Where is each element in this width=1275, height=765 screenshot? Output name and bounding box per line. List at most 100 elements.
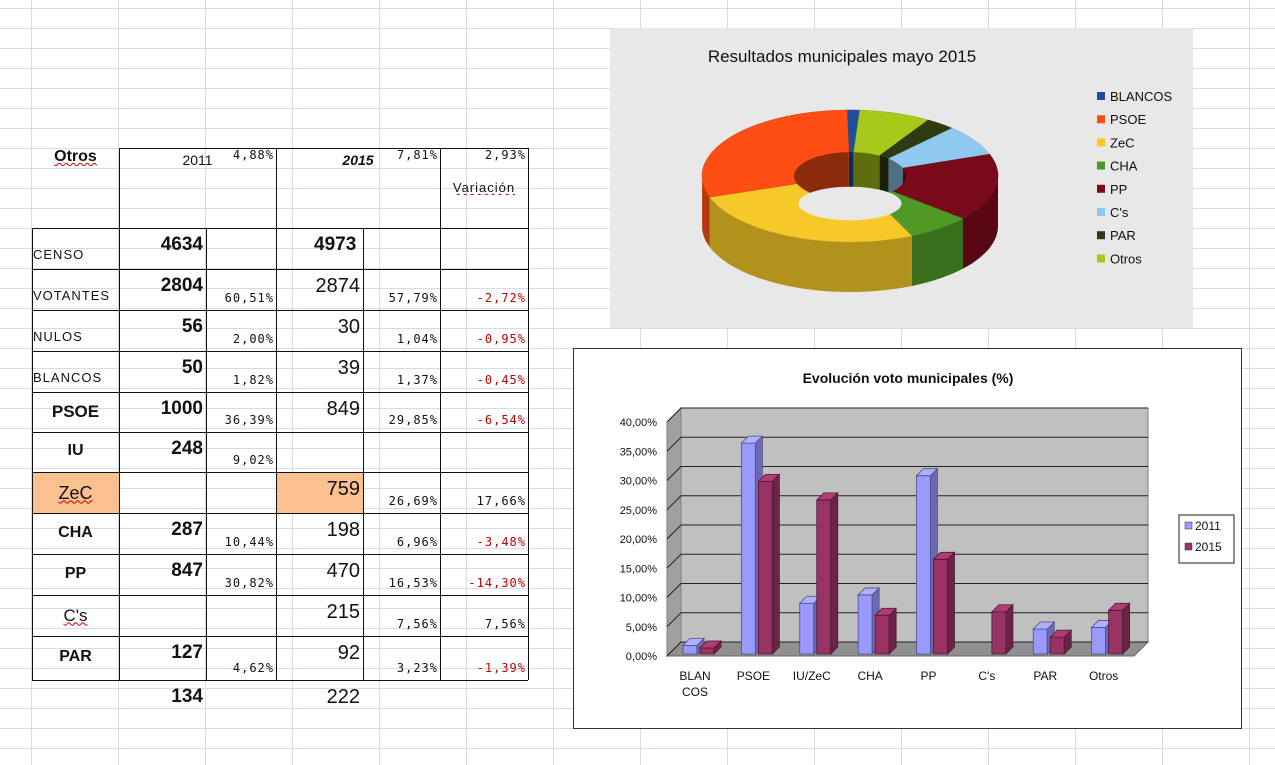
table-rule — [32, 554, 528, 555]
value-2011: 50 — [181, 357, 203, 378]
legend-swatch-cha — [1097, 161, 1105, 170]
value-2011: 4634 — [160, 234, 203, 255]
bar-front — [1108, 609, 1124, 655]
value-2015: 849 — [326, 398, 360, 420]
percent-2011: 10,44% — [224, 535, 274, 549]
bar-chart-title: Evolución voto municipales (%) — [803, 370, 1014, 386]
bar-2015-blancos[interactable] — [699, 640, 722, 655]
percent-2015: 7,81% — [396, 148, 438, 162]
donut-hole — [798, 186, 902, 221]
bar-front — [933, 558, 948, 655]
value-2011: 127 — [171, 642, 203, 663]
table-rule — [119, 148, 528, 149]
zec-highlight — [32, 472, 119, 513]
percent-2011: 4,62% — [232, 661, 274, 675]
value-2011: 287 — [171, 519, 203, 540]
row-label-censo: CENSO — [33, 247, 85, 262]
x-tick-label: PP — [920, 669, 936, 683]
row-label-blancos: BLANCOS — [33, 370, 103, 385]
row-label-nulos: NULOS — [33, 329, 83, 344]
legend-label: PSOE — [1110, 112, 1146, 127]
percent-2015: 3,23% — [396, 661, 438, 675]
value-2011: 847 — [171, 560, 203, 581]
table-rule — [32, 392, 528, 393]
row-label-votantes: VOTANTES — [33, 288, 111, 303]
y-tick-label: 5,00% — [626, 622, 657, 634]
legend-swatch-2015 — [1184, 542, 1193, 551]
bar-svg: Evolución voto municipales (%) 0,00% 5,00… — [620, 370, 1235, 699]
legend-swatch-blancos — [1097, 92, 1105, 100]
table-rule — [119, 148, 120, 680]
row-label-par: PAR — [59, 648, 92, 665]
x-tick-label: PSOE — [737, 669, 770, 683]
legend-swatch-otros — [1097, 254, 1105, 263]
bar-top — [740, 435, 764, 444]
value-2015: 198 — [326, 519, 360, 541]
row-label-zec: ZeC — [58, 482, 93, 503]
table-rule — [32, 228, 528, 229]
percent-2011: 30,82% — [224, 576, 274, 590]
legend-label: PAR — [1110, 228, 1136, 243]
bar-2015-iuzec[interactable] — [815, 491, 839, 655]
donut-side-psoe — [702, 178, 710, 248]
bar-2015-cha[interactable] — [874, 607, 898, 655]
bar-front — [1032, 628, 1048, 655]
donut-side-pp — [963, 176, 998, 269]
bar-top — [699, 640, 722, 649]
bar-2015-pp[interactable] — [932, 551, 956, 655]
bar-plot — [665, 406, 1150, 658]
y-tick-label: 0,00% — [626, 651, 657, 663]
bar-front — [857, 594, 873, 655]
value-2011: 56 — [181, 316, 203, 337]
table-rule — [32, 472, 528, 473]
legend-swatch-pp — [1097, 184, 1105, 193]
donut-slice-psoe[interactable] — [701, 109, 850, 198]
bar-2015-cs[interactable] — [990, 603, 1014, 655]
legend-swatch-zec — [1097, 138, 1105, 147]
donut-chart[interactable]: Resultados municipales mayo 2015 BLANCOS… — [610, 28, 1193, 328]
header-2015: 2015 — [342, 152, 374, 168]
bar-top — [1107, 602, 1131, 611]
variation-value: 2,93% — [484, 148, 526, 162]
percent-2015: 1,37% — [396, 373, 438, 387]
row-label-iu: IU — [67, 442, 84, 459]
x-tick-label: CHA — [857, 669, 882, 683]
table-rule — [32, 269, 528, 270]
percent-2015: 29,85% — [388, 413, 438, 427]
legend-label: Otros — [1110, 251, 1142, 266]
bar-top — [857, 587, 881, 596]
bar-2015-psoe[interactable] — [757, 473, 781, 655]
value-2015: 92 — [337, 642, 360, 664]
bar-2015-par[interactable] — [1049, 629, 1073, 655]
table-rule — [32, 636, 528, 637]
table-rule — [32, 228, 33, 680]
legend-box — [1178, 514, 1235, 564]
gridline — [666, 524, 1148, 540]
value-2015: 215 — [326, 601, 360, 623]
bar-front — [991, 611, 1007, 655]
variation-value: -0,95% — [476, 332, 526, 346]
value-2015: 30 — [337, 316, 360, 338]
legend-swatch-psoe — [1097, 115, 1105, 124]
table-rule — [32, 513, 528, 514]
value-2011: 1000 — [160, 398, 203, 419]
row-label-cs: C's — [63, 605, 88, 625]
x-tick-label: IU/ZeC — [793, 669, 831, 683]
bar-top — [915, 468, 939, 477]
bar-top — [990, 604, 1014, 613]
donut-legend: BLANCOS PSOE ZeC CHA PP C's PAR Otros — [1097, 89, 1172, 266]
variation-value: -2,72% — [476, 291, 526, 305]
value-2015: 470 — [326, 560, 360, 582]
bar-front — [740, 442, 756, 655]
bar-2011-blancos[interactable] — [682, 637, 705, 655]
bar-chart[interactable]: Evolución voto municipales (%) 0,00% 5,00… — [573, 348, 1242, 729]
y-tick-label: 30,00% — [620, 476, 658, 488]
bar-side — [830, 491, 839, 655]
value-2011: 2804 — [160, 275, 203, 296]
bar-2015-otros[interactable] — [1107, 602, 1131, 655]
header-2011: 2011 — [182, 152, 213, 168]
donut-svg: Resultados municipales mayo 2015 BLANCOS… — [701, 47, 1172, 292]
gridline — [666, 407, 1148, 423]
value-2011: 134 — [171, 686, 203, 707]
x-tick-label: COS — [682, 685, 708, 699]
